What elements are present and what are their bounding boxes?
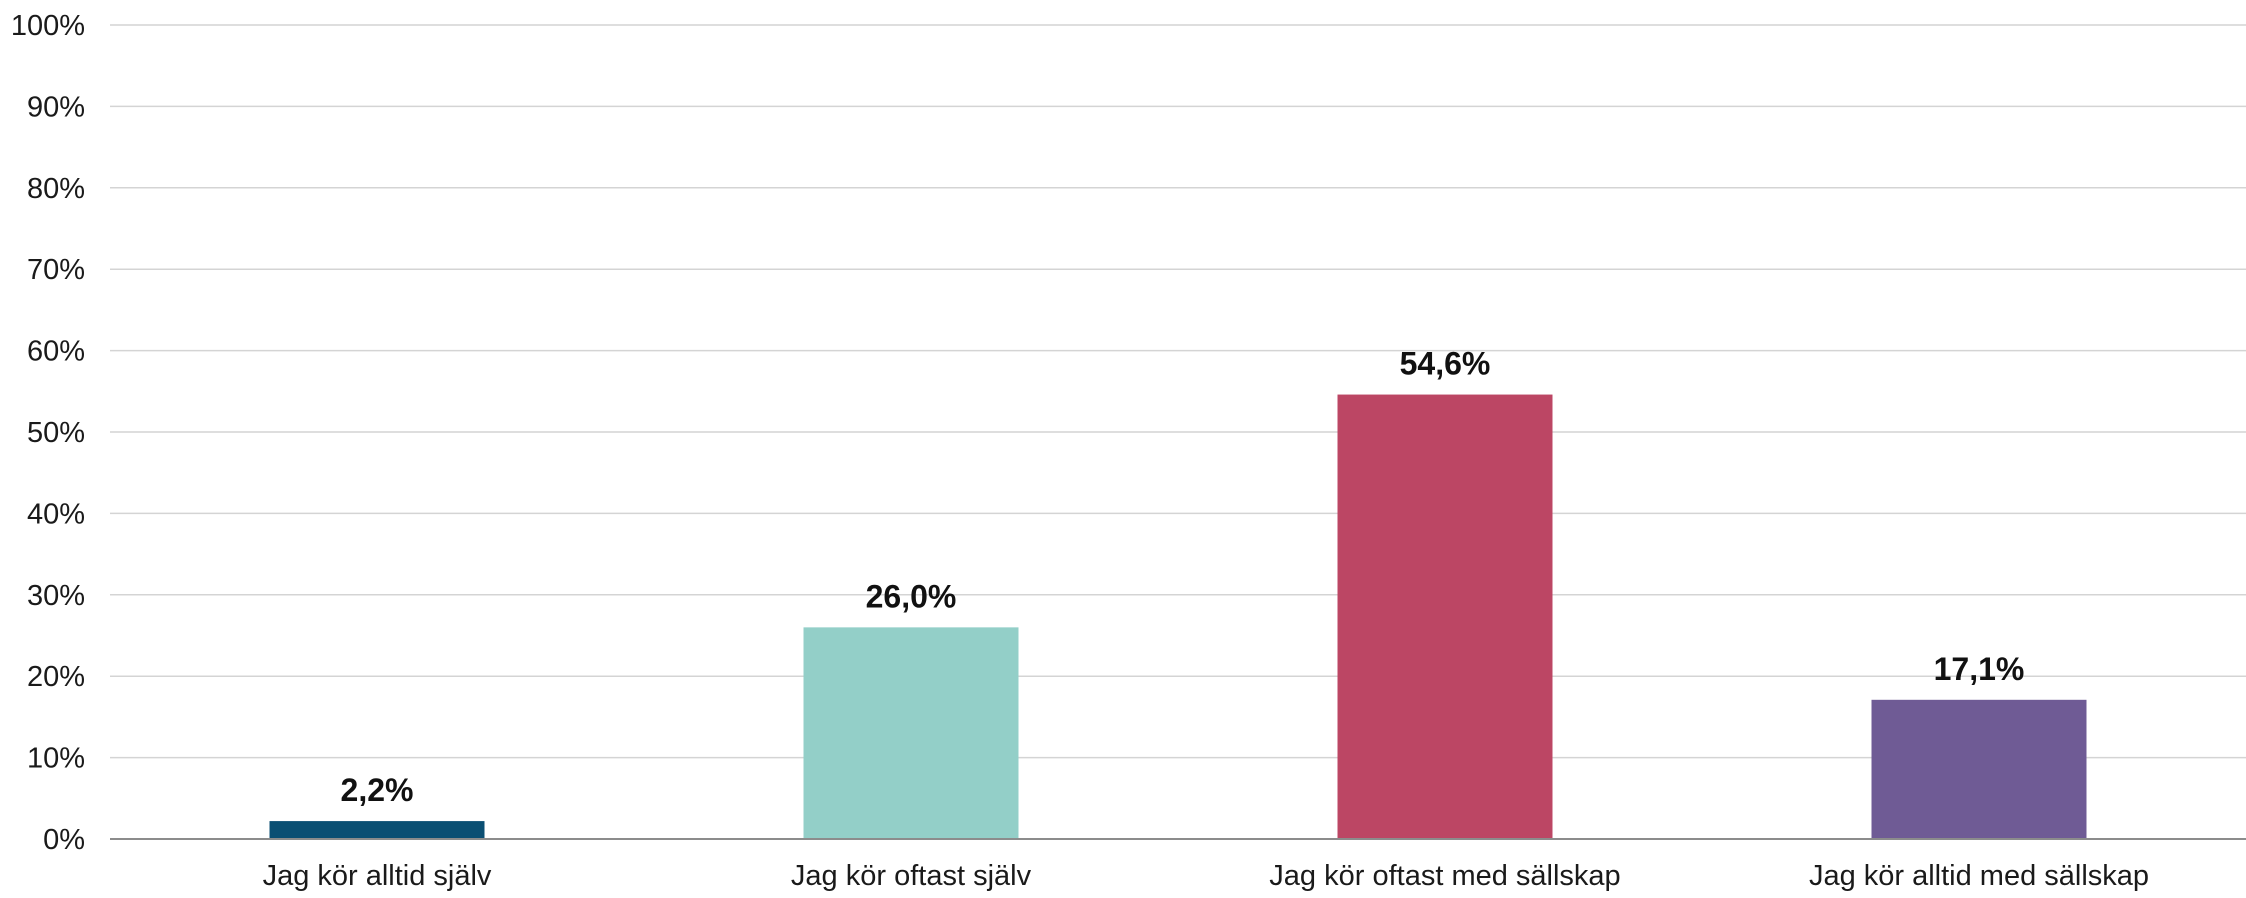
- data-label: 17,1%: [1934, 651, 2025, 687]
- y-tick-label: 40%: [27, 498, 85, 530]
- y-tick-label: 50%: [27, 417, 85, 449]
- y-tick-label: 80%: [27, 173, 85, 205]
- bar: [269, 821, 485, 839]
- y-tick-label: 100%: [11, 10, 85, 42]
- gridlines: [110, 24, 2246, 759]
- bar: [803, 627, 1019, 839]
- category-label: Jag kör oftast med sällskap: [1269, 860, 1620, 892]
- y-tick-label: 60%: [27, 336, 85, 368]
- y-tick-label: 90%: [27, 91, 85, 123]
- bars: [269, 394, 2087, 839]
- y-tick-label: 0%: [43, 824, 85, 856]
- category-label: Jag kör alltid med sällskap: [1809, 860, 2149, 892]
- bar: [1337, 394, 1553, 839]
- data-label: 2,2%: [341, 772, 414, 808]
- data-label: 26,0%: [866, 578, 957, 614]
- data-labels: 2,2% 26,0% 54,6% 17,1%: [341, 346, 2025, 809]
- bar: [1871, 699, 2087, 839]
- x-axis-category-labels: Jag kör alltid själv Jag kör oftast själv…: [263, 860, 2149, 892]
- y-tick-label: 20%: [27, 661, 85, 693]
- y-axis-tick-labels: 0% 10% 20% 30% 40% 50% 60% 70% 80% 90% 100%: [11, 10, 85, 856]
- category-label: Jag kör oftast själv: [791, 860, 1032, 892]
- category-label: Jag kör alltid själv: [263, 860, 492, 892]
- data-label: 54,6%: [1400, 346, 1491, 382]
- y-tick-label: 30%: [27, 580, 85, 612]
- y-tick-label: 10%: [27, 743, 85, 775]
- y-tick-label: 70%: [27, 254, 85, 286]
